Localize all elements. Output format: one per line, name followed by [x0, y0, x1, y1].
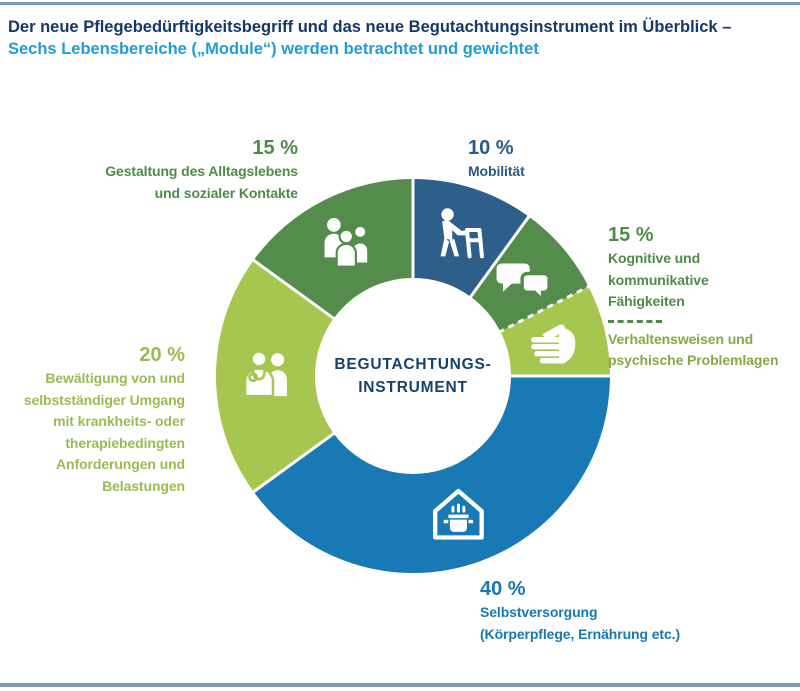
label-bewaeltigung: 20 % Bewältigung von und selbstständiger… — [5, 342, 185, 497]
mobilitaet-percent: 10 % — [468, 137, 514, 159]
donut-segment-1 — [413, 179, 529, 297]
dashed-divider — [608, 319, 662, 323]
center-label-line1: BEGUTACHTUNGS- — [334, 356, 492, 373]
title-block: Der neue Pflegebedürftigkeitsbegriff und… — [8, 16, 731, 60]
donut-center-label: BEGUTACHTUNGS- INSTRUMENT — [263, 353, 563, 399]
top-divider — [0, 2, 800, 5]
label-gestaltung: 15 % Gestaltung des Alltagslebens und so… — [88, 135, 298, 204]
segment-divider — [251, 431, 337, 494]
segment-divider — [251, 258, 337, 321]
page-title: Der neue Pflegebedürftigkeitsbegriff und… — [8, 18, 732, 36]
bottom-divider — [0, 683, 800, 687]
segment-divider — [468, 214, 531, 300]
bewaeltigung-percent: 20 % — [139, 344, 185, 366]
page-subtitle: Sechs Lebensbereiche („Module“) werden b… — [8, 40, 539, 58]
donut-chart-area: BEGUTACHTUNGS- INSTRUMENT 15 % Gestaltun… — [0, 110, 800, 670]
gestaltung-percent: 15 % — [252, 137, 298, 159]
label-selbstversorgung: 40 % Selbstversorgung (Körperpflege, Ern… — [480, 576, 760, 645]
donut-chart — [216, 178, 611, 573]
selbstversorgung-percent: 40 % — [480, 578, 526, 600]
label-mobilitaet: 10 % Mobilität — [468, 135, 668, 183]
label-kognitive: 15 % Kognitive und kommunikative Fähigke… — [608, 222, 798, 372]
donut-segment-4 — [253, 376, 610, 573]
kognitive-percent: 15 % — [608, 224, 654, 246]
center-label-line2: INSTRUMENT — [358, 379, 468, 396]
